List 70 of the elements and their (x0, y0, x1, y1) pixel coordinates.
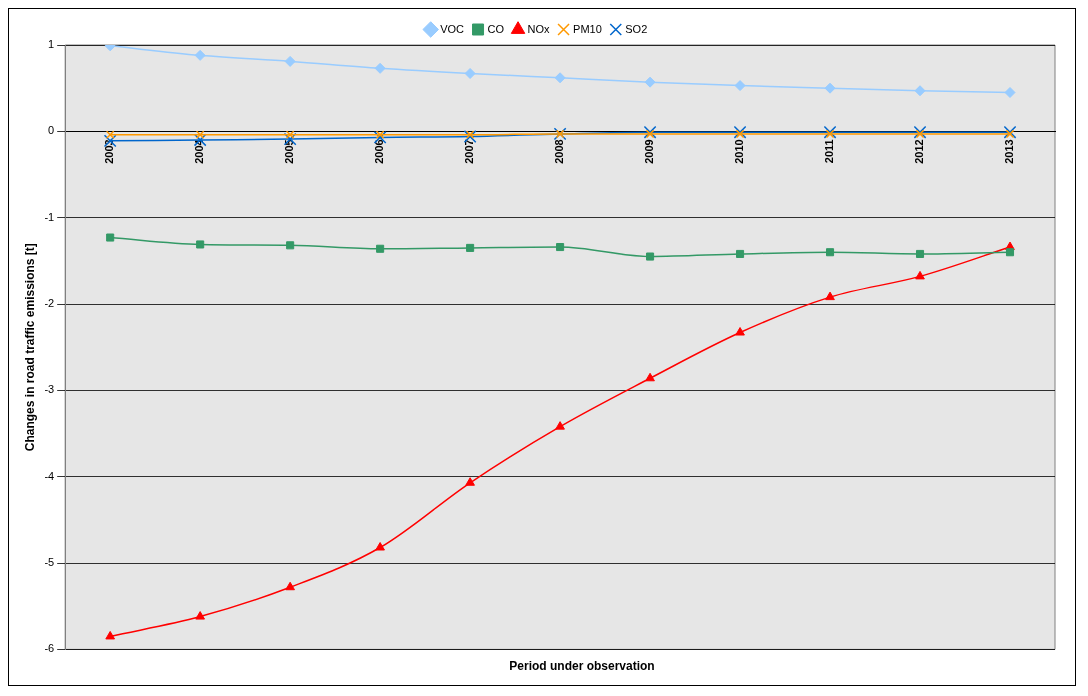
x-tick-label: 2007 (463, 139, 476, 164)
point (914, 85, 926, 97)
y-tick-label: -1 (44, 210, 55, 223)
legend-label: PM10 (573, 22, 602, 35)
point (465, 477, 475, 486)
point (195, 130, 205, 140)
point (375, 130, 385, 140)
point (915, 129, 925, 139)
point (285, 581, 295, 591)
point (644, 76, 656, 88)
point (195, 611, 205, 620)
x-tick-label: 2004 (193, 138, 206, 164)
point (646, 252, 655, 261)
y-tick-label: -5 (44, 556, 55, 569)
y-axis-title: Changes in road traffic emissions [t] (22, 243, 37, 452)
x-tick-label: 2010 (733, 139, 746, 164)
point (286, 241, 295, 250)
legend-label: VOC (440, 22, 465, 35)
x-tick-label: 2013 (1003, 139, 1016, 164)
point (915, 270, 925, 280)
x-tick-label: 2012 (913, 139, 926, 164)
y-tick-label: 0 (48, 124, 55, 137)
point (915, 249, 925, 258)
point (1004, 86, 1016, 98)
legend-label: SO2 (625, 22, 648, 35)
y-tick-label: -3 (44, 383, 55, 396)
point (466, 243, 475, 252)
point (645, 372, 655, 382)
point (736, 249, 745, 258)
y-tick-label: 1 (48, 38, 55, 51)
point (1005, 248, 1015, 257)
x-tick-label: 2008 (553, 139, 566, 164)
point (105, 130, 115, 140)
point (196, 240, 205, 249)
x-tick-label: 2011 (823, 139, 836, 164)
point (194, 49, 206, 61)
point (555, 421, 565, 430)
point (554, 72, 566, 84)
point (824, 82, 836, 94)
point (106, 233, 115, 242)
point (556, 243, 565, 252)
point (825, 291, 835, 301)
y-tick-label: -4 (44, 469, 55, 482)
point (735, 327, 745, 336)
legend-label: CO (487, 22, 505, 35)
point (285, 130, 295, 140)
point (823, 125, 837, 139)
point (376, 244, 385, 253)
point (733, 125, 747, 139)
point (105, 630, 115, 640)
point (1005, 129, 1015, 139)
x-tick-label: 2006 (373, 139, 386, 164)
point (734, 80, 746, 92)
point (645, 129, 655, 139)
point (826, 248, 835, 257)
y-tick-label: -6 (44, 642, 55, 655)
point (643, 125, 657, 139)
point (735, 129, 745, 139)
x-axis-title: Period under observation (508, 659, 656, 673)
legend-label: NOx (527, 22, 551, 35)
x-tick-label: 2009 (643, 139, 656, 164)
x-tick-label: 2005 (283, 139, 296, 164)
point (374, 62, 386, 74)
point (825, 129, 835, 139)
point (913, 125, 927, 139)
y-tick-label: -2 (44, 297, 55, 310)
point (464, 67, 476, 79)
point (375, 542, 385, 551)
point (1003, 125, 1017, 139)
point (284, 55, 296, 67)
